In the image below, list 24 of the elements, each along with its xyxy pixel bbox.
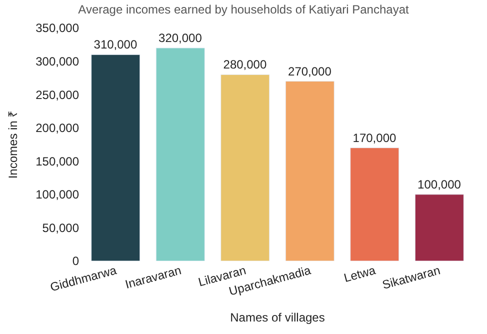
y-tick-label: 250,000 <box>36 88 80 102</box>
y-axis-title: Incomes in ₹ <box>6 110 20 179</box>
data-label: 170,000 <box>352 130 396 145</box>
y-tick-label: 100,000 <box>36 188 80 202</box>
data-label: 100,000 <box>418 177 462 192</box>
data-label: 270,000 <box>288 64 332 78</box>
data-label: 310,000 <box>94 38 138 52</box>
bar <box>220 74 270 261</box>
bar <box>350 148 400 261</box>
y-tick-label: 200,000 <box>36 121 80 136</box>
y-tick-label: 300,000 <box>36 54 80 68</box>
y-tick-label: 150,000 <box>36 154 80 168</box>
data-label: 320,000 <box>158 30 202 45</box>
bar <box>156 48 205 261</box>
bar <box>414 194 464 261</box>
y-tick-label: 50,000 <box>42 220 80 235</box>
data-label: 280,000 <box>223 58 267 72</box>
x-tick-label: Letwa <box>342 263 378 285</box>
y-tick-label: 350,000 <box>36 21 80 36</box>
y-tick-label: 0 <box>72 254 80 268</box>
bar <box>91 54 140 261</box>
chart-title: Average incomes earned by households of Katiyari Panchayat <box>78 2 410 16</box>
x-axis-title: Names of villages <box>230 310 325 324</box>
bar <box>285 81 334 261</box>
